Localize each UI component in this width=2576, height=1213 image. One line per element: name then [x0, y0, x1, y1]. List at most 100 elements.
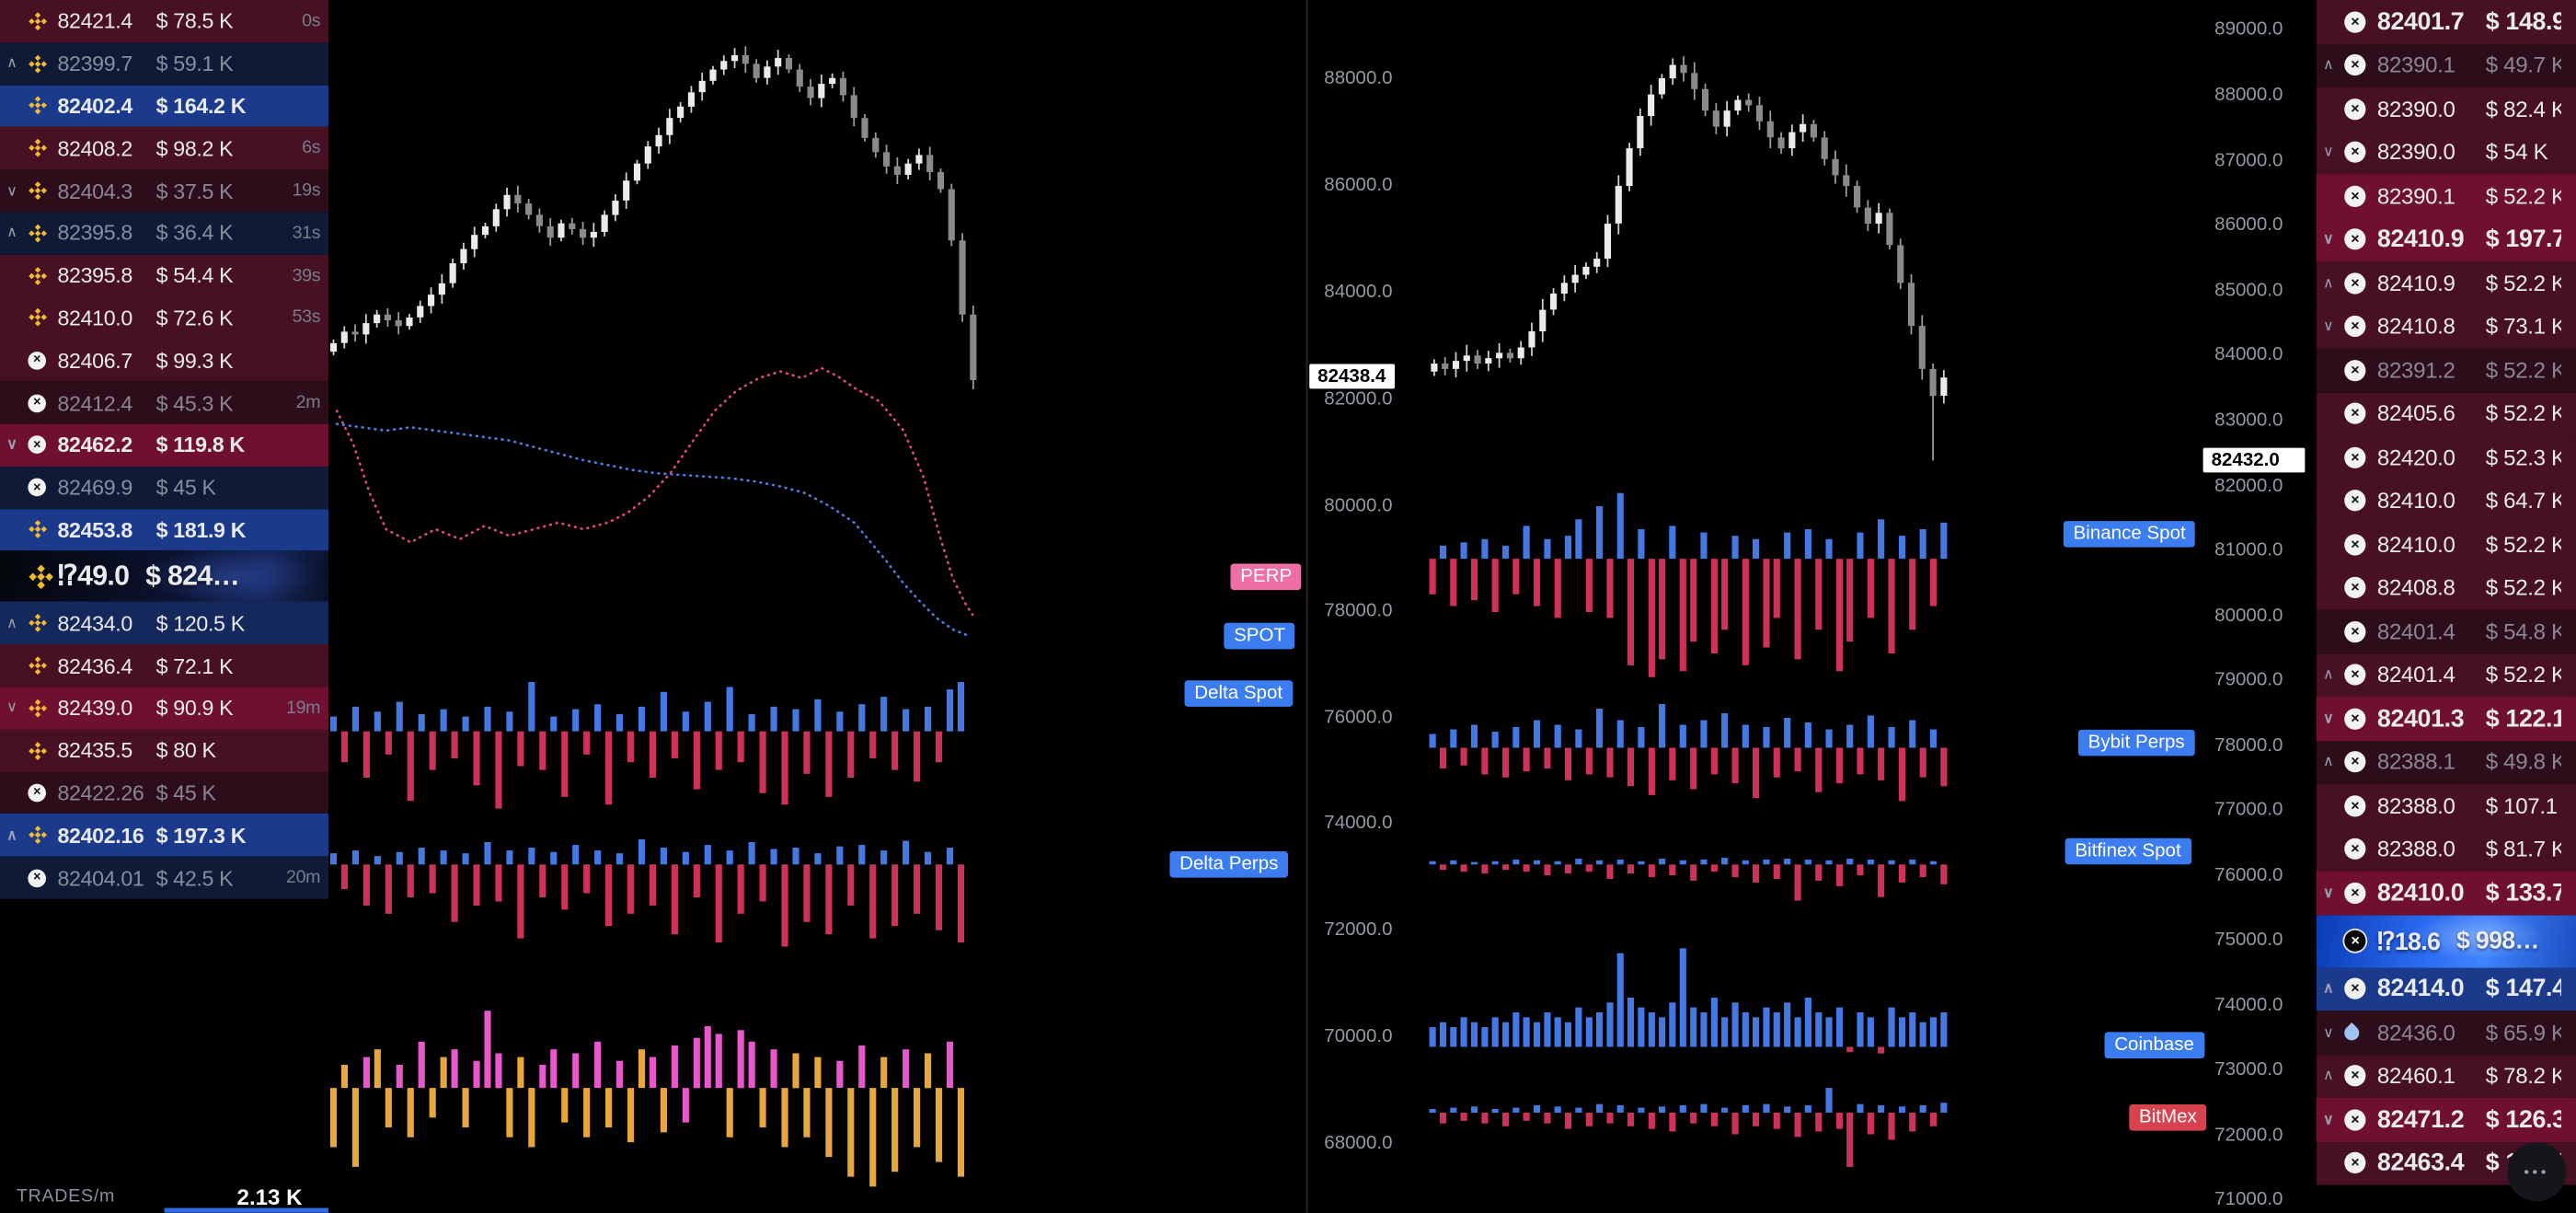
bitmex-icon: ×: [2344, 271, 2377, 295]
trade-amount: $ 45 K: [155, 780, 216, 805]
chevron-down-icon: ∨: [6, 699, 17, 716]
bitmex-icon: ×: [2344, 359, 2377, 381]
trade-price: 82408.8: [2376, 575, 2455, 601]
trade-amount: $ 73.1 K: [2485, 314, 2561, 340]
trade-price: 82410.9: [2376, 271, 2455, 295]
trade-amount: $ 107.1 K: [2485, 793, 2561, 818]
trade-price: 82471.2: [2376, 1105, 2465, 1134]
trade-row: × 82412.4 $ 45.3 K 2m: [0, 381, 329, 424]
chevron-up-icon: ∧: [2322, 1067, 2334, 1084]
trade-time: 39s: [292, 265, 321, 286]
scale-price-tick: 80000.0: [2214, 606, 2283, 627]
chevron-up-icon: ∧: [6, 614, 17, 631]
trade-time: 20m: [286, 867, 321, 888]
trade-amount: $ 78.2 K: [2485, 1063, 2561, 1089]
right-chart-panel[interactable]: [1309, 0, 2202, 1213]
trade-row: ∨ × 82390.0 $ 54 K: [2316, 130, 2576, 175]
chevron-down-icon: ∨: [6, 181, 17, 199]
trade-price: 82463.4: [2376, 1149, 2465, 1178]
trade-amount: $ 52.2 K: [2485, 401, 2561, 426]
delta-perps-label[interactable]: Delta Perps: [1169, 850, 1289, 878]
trade-price: 82436.0: [2376, 1020, 2455, 1045]
left-trades-feed[interactable]: 82421.4 $ 78.5 K 0s ∧ 82399.7 $ 59.1 K 82402.4…: [0, 0, 329, 1213]
binance-icon: [28, 308, 57, 328]
trade-amount: $ 197.7…: [2485, 225, 2561, 254]
chevron-down-icon: ∨: [6, 435, 17, 453]
trade-amount: $ 120.5 K: [155, 610, 246, 636]
trade-price: 82453.8: [57, 517, 132, 543]
binance-icon: [28, 11, 57, 30]
bitmex-label[interactable]: BitMex: [2129, 1103, 2207, 1131]
trade-amount: $ 181.9 K: [155, 517, 247, 543]
bitmex-icon: ×: [2344, 228, 2377, 250]
trade-row: ∧ × 82390.1 $ 49.7 K: [2316, 43, 2576, 87]
trade-amount: $ 80 K: [155, 738, 216, 763]
scale-price-tick: 76000.0: [2214, 866, 2283, 886]
coinbase-label[interactable]: Coinbase: [2104, 1032, 2204, 1058]
trade-row: ×82388.0 $ 107.1 K: [2316, 783, 2576, 828]
trade-price: 82391.2: [2376, 357, 2455, 383]
trade-amount: $ 148.9…: [2485, 7, 2561, 36]
trade-row: × 82390.0 $ 82.4 K: [2316, 87, 2576, 131]
trade-price: 82390.1: [2376, 52, 2455, 78]
binance-spot-label[interactable]: Binance Spot: [2063, 521, 2196, 548]
trade-row: ∨ 82404.3 $ 37.5 K 19s: [0, 169, 329, 213]
bitmex-icon: ×: [28, 351, 57, 370]
trade-price: 82469.9: [57, 475, 132, 501]
trade-row: 82436.4 $ 72.1 K: [0, 644, 329, 687]
bitmex-icon: ×: [2344, 577, 2377, 599]
trade-time: 53s: [292, 307, 321, 329]
left-chart-panel[interactable]: [328, 0, 1308, 1213]
scale-price-tick: 72000.0: [2214, 1126, 2283, 1146]
bybit-perps-label[interactable]: Bybit Perps: [2077, 729, 2195, 757]
trade-row: × 82391.2 $ 52.2 K: [2316, 348, 2576, 392]
trade-row: ×82401.7 $ 148.9…: [2316, 0, 2576, 44]
trade-row: × 82404.01 $ 42.5 K 20m: [0, 856, 329, 899]
bitmex-icon: ×: [2344, 794, 2377, 817]
trade-price: 82410.0: [2376, 488, 2455, 514]
trade-row: 82435.5 $ 80 K: [0, 729, 329, 772]
chevron-up-icon: ∧: [2322, 273, 2334, 291]
left-chart-canvas[interactable]: [328, 0, 1307, 1213]
right-trades-feed[interactable]: ×82401.7$ 148.9…∧×82390.1$ 49.7 K×82390.…: [2316, 0, 2576, 1213]
trade-time: 31s: [292, 223, 321, 244]
bitmex-icon: ×: [2344, 185, 2377, 207]
bitmex-icon: ×: [28, 783, 57, 803]
chevron-down-icon: ∨: [2322, 143, 2334, 160]
trade-row: ∨ ×82410.0 $ 133.7…: [2316, 871, 2576, 915]
chart-price-tick: 84000.0: [1324, 283, 1393, 303]
trade-amount: $ 65.9 K: [2485, 1020, 2561, 1045]
chart-price-tick: 88000.0: [1324, 68, 1393, 89]
binance-icon: [28, 563, 57, 590]
chevron-up-icon: ∧: [6, 826, 17, 843]
price-scale-axis[interactable]: [2201, 0, 2317, 1213]
trade-price: 82420.0: [2376, 445, 2455, 470]
trade-amount: $ 52.2 K: [2485, 357, 2561, 383]
trade-price: 82410.8: [2376, 314, 2455, 340]
more-options-button[interactable]: •••: [2506, 1142, 2567, 1202]
right-chart-canvas[interactable]: [1309, 0, 2202, 1213]
trade-price: 82395.8: [57, 220, 132, 246]
binance-icon: [28, 266, 57, 285]
trade-amount: $ 90.9 K: [155, 695, 234, 721]
trade-row: 82421.4 $ 78.5 K 0s: [0, 0, 329, 43]
trade-price: 82434.0: [57, 610, 132, 636]
trade-price: 82390.0: [2376, 96, 2455, 121]
trade-amount: $ 72.1 K: [155, 653, 234, 678]
trade-price: 82422.26: [57, 780, 144, 805]
delta-spot-label[interactable]: Delta Spot: [1184, 680, 1293, 707]
perp-series-label[interactable]: PERP: [1230, 563, 1302, 591]
chart-price-tick: 76000.0: [1324, 708, 1393, 729]
spot-series-label[interactable]: SPOT: [1224, 622, 1295, 650]
bitmex-icon: ×: [2344, 882, 2377, 904]
scale-price-tick: 89000.0: [2214, 19, 2283, 40]
trade-price: 82388.0: [2376, 837, 2455, 862]
trade-row: ∨ × 82410.8 $ 73.1 K: [2316, 305, 2576, 349]
trade-row: ∧ 82395.8 $ 36.4 K 31s: [0, 212, 329, 255]
trade-price: 82388.0: [2376, 793, 2455, 818]
trade-row: ∧ × 82401.4 $ 52.2 K: [2316, 653, 2576, 698]
trade-price: 82462.2: [57, 433, 132, 458]
left-trades-list: 82421.4 $ 78.5 K 0s ∧ 82399.7 $ 59.1 K 82402.4…: [0, 0, 329, 899]
trade-row: × 82469.9 $ 45 K: [0, 466, 329, 509]
bitfinex-spot-label[interactable]: Bitfinex Spot: [2064, 838, 2191, 865]
